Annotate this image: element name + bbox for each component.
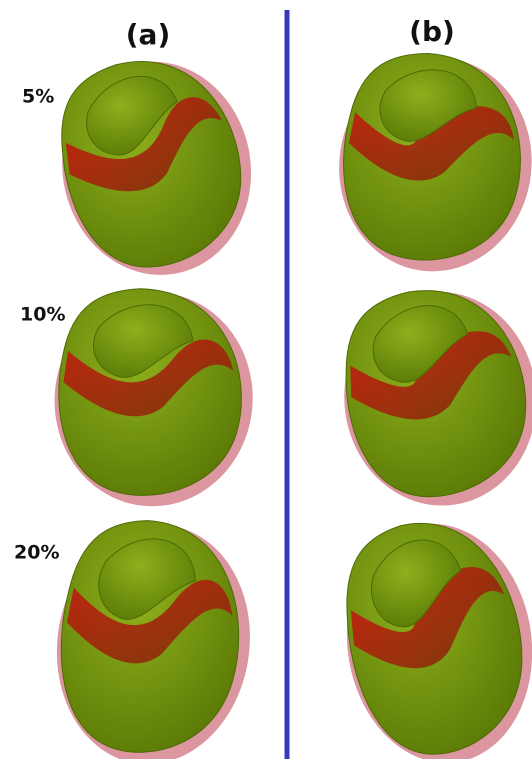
column-label: (a) bbox=[126, 18, 171, 51]
heart-rendering bbox=[46, 282, 262, 515]
column-label: (b) bbox=[409, 15, 455, 48]
heart-rendering bbox=[45, 44, 268, 290]
heart-rendering bbox=[42, 510, 266, 759]
heart-rendering bbox=[325, 43, 532, 284]
row-label: 20% bbox=[14, 542, 59, 564]
heart-rendering bbox=[335, 281, 532, 513]
row-label: 10% bbox=[20, 304, 65, 326]
page: (a) (b) 5% 10% 20% (() => { const data =… bbox=[0, 0, 532, 759]
heart-rendering bbox=[331, 510, 532, 759]
figure: (a) (b) 5% 10% 20% bbox=[0, 0, 532, 759]
row-label: 5% bbox=[22, 86, 54, 108]
